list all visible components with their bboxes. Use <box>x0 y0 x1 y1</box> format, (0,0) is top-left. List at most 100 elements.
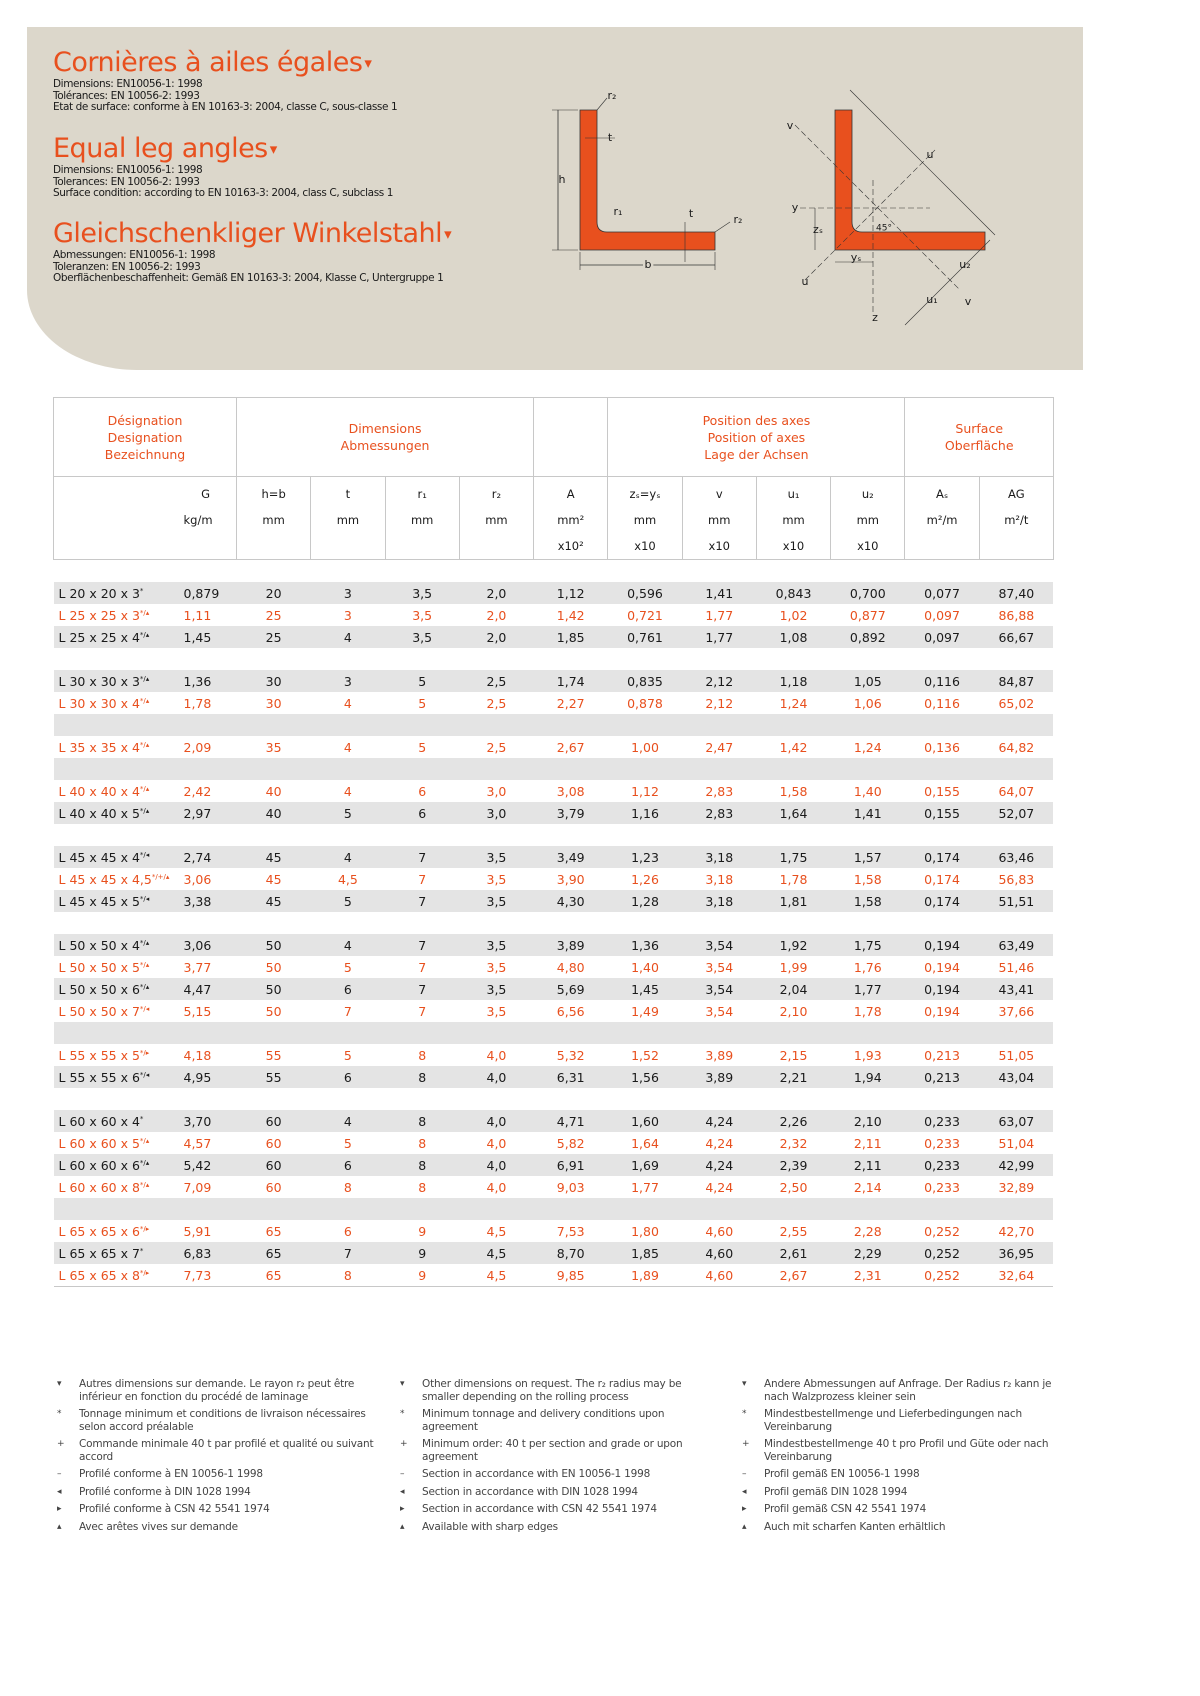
column-header: u₂ mm x10 <box>830 476 906 560</box>
designation-note: */+/▴ <box>151 872 170 881</box>
value-cell: 2,5 <box>486 739 507 755</box>
designation-cell: L 45 x 45 x 4,5*/+/▴ <box>54 868 184 890</box>
value-cell: 45 <box>236 890 311 912</box>
value-cell: 3,89 <box>705 1047 734 1063</box>
group-header: Désignation Designation Bezeichnung <box>53 397 237 477</box>
value-cell: 3,06 <box>183 934 237 956</box>
diagram-label: zₛ <box>813 223 823 236</box>
column-symbol: u₁ <box>787 487 800 501</box>
header-panel: Cornières à ailes égales ▾ Dimensions: EN1… <box>27 27 1083 370</box>
value-cell: 50 <box>265 1003 282 1019</box>
value-cell: 37,66 <box>998 1003 1035 1019</box>
column-symbol: u₂ <box>861 487 874 501</box>
value-cell: 3,5 <box>459 934 534 956</box>
value-cell: 6,83 <box>183 1242 237 1264</box>
designation-note: */▴ <box>139 1136 150 1145</box>
angle-table: Désignation Designation Bezeichnung Dimens… <box>53 397 1054 1287</box>
value-cell: 50 <box>236 934 311 956</box>
value-cell: 1,45 <box>183 626 237 648</box>
value-cell: 3,77 <box>183 959 212 975</box>
value-cell: 0,233 <box>904 1110 980 1132</box>
value-cell: 1,16 <box>607 802 683 824</box>
value-cell: 3,79 <box>533 802 608 824</box>
axis-line <box>804 149 936 281</box>
column-unit: mm <box>336 513 360 527</box>
value-cell: 3,18 <box>682 846 757 868</box>
value-cell: 3,5 <box>385 582 460 604</box>
value-cell: 7,53 <box>556 1223 585 1239</box>
value-cell: 4 <box>310 626 386 648</box>
table-row: L 20 x 20 x 3* 0,879 20 3 3,5 2,0 1,12 0,596 1,4… <box>53 582 1054 604</box>
value-cell: 60 <box>265 1179 282 1195</box>
designation-note: */▴ <box>139 1180 150 1189</box>
value-cell: 1,94 <box>830 1066 905 1088</box>
value-cell: 66,67 <box>979 626 1054 648</box>
table-row: L 45 x 45 x 5*/◂ 3,38 45 5 7 3,5 4,30 1,28 3,18 1… <box>53 890 1054 912</box>
value-cell: 51,51 <box>979 890 1054 912</box>
footnote-text: Minimum tonnage and delivery conditions … <box>422 1408 665 1433</box>
table-row: L 25 x 25 x 4*/▴ 1,45 25 4 3,5 2,0 1,85 0,761 1,… <box>53 626 1054 648</box>
value-cell: 30 <box>265 695 282 711</box>
designation: L 65 x 65 x 8 <box>58 1267 140 1283</box>
diagram-label: y <box>792 201 799 214</box>
value-cell: 1,42 <box>556 607 585 623</box>
blank-cell <box>54 912 1054 934</box>
value-cell: 0,843 <box>756 582 831 604</box>
value-cell: 7 <box>310 1242 386 1264</box>
footnote: + Mindestbestellmenge 40 t pro Profil und… <box>740 1438 1060 1463</box>
designation-cell: L 60 x 60 x 5*/▴ <box>54 1132 184 1154</box>
value-cell: 0,213 <box>904 1066 980 1088</box>
value-cell: 0,252 <box>924 1223 960 1239</box>
value-cell: 3,18 <box>705 871 734 887</box>
value-cell: 1,89 <box>607 1264 683 1287</box>
footnote-marker: ▾ <box>364 54 372 72</box>
value-cell: 9 <box>418 1223 427 1239</box>
footnote: ▾ Autres dimensions sur demande. Le rayon… <box>55 1378 375 1403</box>
column-header: r₂ mm <box>458 476 535 560</box>
column-unit: mm <box>633 513 657 527</box>
value-cell: 9,85 <box>533 1264 608 1287</box>
blank-cell <box>53 1022 1054 1044</box>
footnote-marker: ▾ <box>444 225 452 243</box>
value-cell: 20 <box>236 582 311 604</box>
value-cell: 2,28 <box>853 1223 882 1239</box>
footnote-marker: + <box>57 1439 65 1449</box>
footnote-marker: – <box>400 1469 405 1479</box>
column-scale: x10 <box>708 539 730 553</box>
designation: L 25 x 25 x 4 <box>58 629 140 645</box>
value-cell: 8 <box>343 1179 352 1195</box>
designation: L 60 x 60 x 5 <box>58 1135 140 1151</box>
designation: L 55 x 55 x 5 <box>58 1047 140 1063</box>
footnote-text: Section in accordance with CSN 42 5541 1… <box>422 1503 657 1515</box>
value-cell: 60 <box>265 1135 282 1151</box>
value-cell: 1,49 <box>631 1003 659 1019</box>
designation-cell: L 25 x 25 x 3*/▴ <box>54 604 184 626</box>
value-cell: 5,42 <box>183 1154 237 1176</box>
column-unit: mm <box>262 513 285 527</box>
designation-cell: L 35 x 35 x 4*/▴ <box>54 736 184 758</box>
diagram-label: u <box>927 148 934 161</box>
value-cell: 1,74 <box>533 670 608 692</box>
value-cell: 1,77 <box>682 626 757 648</box>
value-cell: 4 <box>343 783 352 799</box>
table-row: L 50 x 50 x 4*/▴ 3,06 50 4 7 3,5 3,89 1,36 3,54 1… <box>53 934 1054 956</box>
value-cell: 2,83 <box>705 783 734 799</box>
group-header <box>533 397 609 477</box>
footnote-marker: ◂ <box>57 1486 62 1497</box>
footnote-marker: – <box>57 1469 62 1479</box>
value-cell: 0,136 <box>924 739 960 755</box>
column-unit: mm <box>410 513 434 527</box>
footnote: ▸ Profil gemäß CSN 42 5541 1974 <box>740 1503 1060 1516</box>
diagram-label: z <box>872 311 878 324</box>
group-header-line: Surface <box>955 421 1004 436</box>
value-cell: 1,78 <box>853 1003 882 1019</box>
value-cell: 2,67 <box>756 1264 831 1287</box>
angle-section <box>579 109 716 251</box>
value-cell: 0,194 <box>904 934 980 956</box>
value-cell: 3,5 <box>459 890 534 912</box>
designation-note: */▴ <box>139 806 150 815</box>
table-row: L 60 x 60 x 6*/▴ 5,42 60 6 8 4,0 6,91 1,69 4,24 2… <box>53 1154 1054 1176</box>
value-cell: 2,0 <box>486 607 507 623</box>
value-cell: 8 <box>418 1047 427 1063</box>
